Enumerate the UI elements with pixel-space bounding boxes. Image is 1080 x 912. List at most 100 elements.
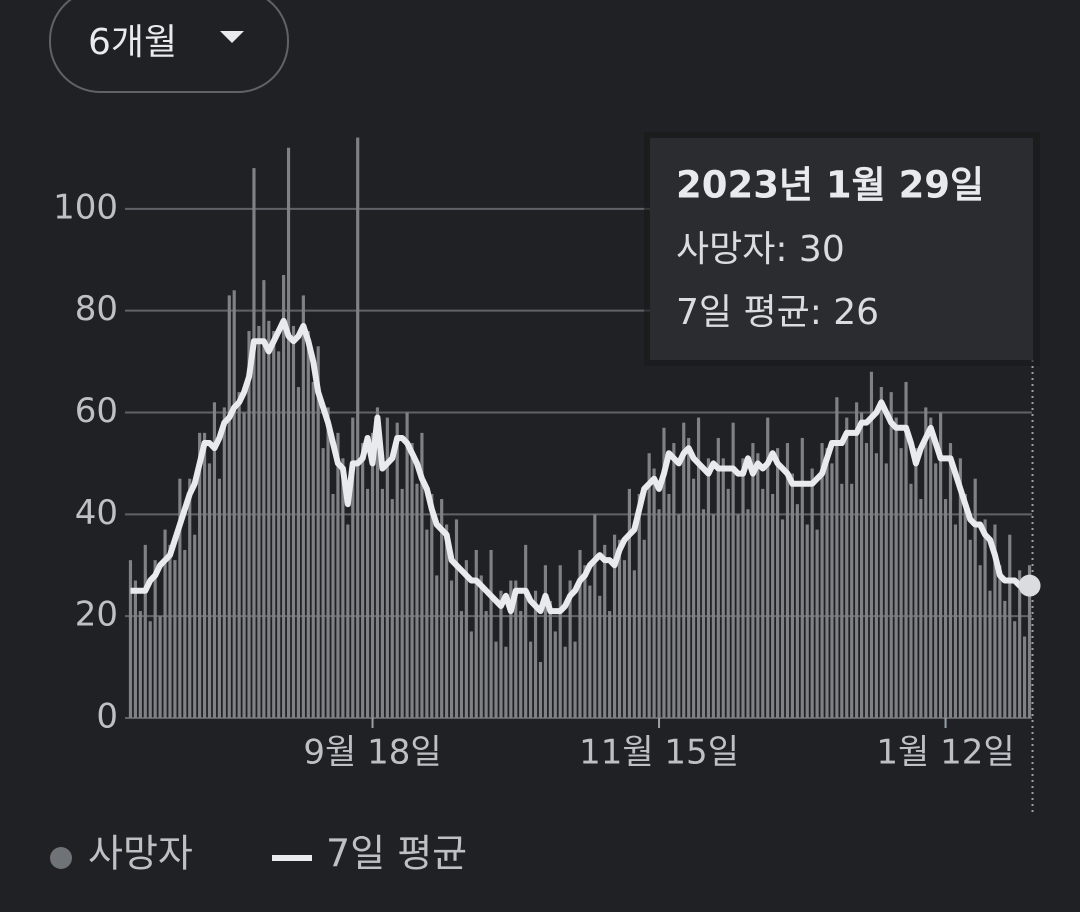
- tooltip-line: 사망자: 30: [676, 229, 845, 270]
- bar: [366, 488, 370, 718]
- bar: [277, 351, 281, 718]
- bar: [800, 437, 804, 718]
- bar: [198, 432, 202, 718]
- bar: [909, 483, 913, 718]
- bar: [173, 560, 177, 718]
- bar: [968, 539, 972, 718]
- legend-swatch: [50, 847, 72, 869]
- bar: [919, 499, 923, 718]
- bar: [958, 458, 962, 718]
- bar: [746, 509, 750, 718]
- bar: [815, 529, 819, 718]
- bar: [874, 453, 878, 718]
- bar: [247, 331, 251, 718]
- bar: [701, 509, 706, 718]
- bar: [731, 422, 735, 718]
- tooltip-title: 2023년 1월 29일: [676, 164, 984, 207]
- bar: [282, 275, 286, 718]
- bar: [128, 560, 133, 718]
- bar: [751, 443, 755, 718]
- bar: [677, 514, 681, 718]
- bar: [440, 499, 444, 718]
- bar: [143, 544, 147, 718]
- bar: [726, 488, 730, 718]
- bar: [889, 392, 893, 718]
- bar: [790, 473, 794, 718]
- x-tick-label: 1월 12일: [876, 733, 1014, 773]
- bar: [973, 478, 977, 718]
- y-tick-label: 40: [75, 493, 118, 533]
- bar: [291, 325, 296, 718]
- bar: [662, 427, 666, 718]
- period-dropdown[interactable]: 6개월: [49, 0, 289, 93]
- bar: [133, 580, 137, 718]
- bar: [934, 463, 938, 718]
- y-tick-label: 100: [53, 187, 118, 227]
- bar: [687, 437, 691, 718]
- tooltip-box: [650, 138, 1033, 360]
- bar: [869, 371, 874, 718]
- bar: [158, 616, 162, 718]
- bar: [494, 641, 498, 718]
- bar: [830, 463, 834, 718]
- bar: [953, 524, 958, 718]
- bar: [682, 422, 686, 718]
- bar: [454, 519, 459, 718]
- bar: [163, 529, 167, 718]
- bar: [410, 443, 414, 718]
- bar: [553, 631, 557, 718]
- bar: [603, 544, 607, 718]
- y-tick-label: 20: [75, 595, 118, 635]
- bar: [445, 524, 449, 718]
- bar: [924, 407, 928, 718]
- bar: [449, 580, 454, 718]
- bar: [301, 295, 305, 718]
- bar: [504, 646, 508, 718]
- bar: [795, 504, 799, 718]
- bar: [435, 575, 439, 718]
- bar: [692, 478, 696, 718]
- bar: [509, 580, 513, 718]
- bar: [879, 387, 883, 718]
- bar: [286, 147, 291, 718]
- bar: [721, 458, 725, 718]
- bar: [1008, 534, 1012, 718]
- bar: [153, 560, 157, 718]
- bar: [370, 432, 375, 718]
- bar: [400, 488, 404, 718]
- bar: [1018, 570, 1022, 718]
- bar: [706, 458, 711, 718]
- bar: [499, 590, 503, 718]
- bar: [1013, 621, 1017, 718]
- bar: [168, 544, 172, 718]
- bar: [785, 443, 790, 718]
- bar: [415, 483, 419, 718]
- dropdown-arrow[interactable]: [220, 31, 244, 43]
- bar: [608, 611, 612, 718]
- bar: [756, 453, 760, 718]
- bar: [489, 549, 493, 718]
- bar: [667, 493, 671, 718]
- bar: [948, 443, 953, 718]
- bar: [237, 392, 241, 718]
- bar: [771, 493, 775, 718]
- bar: [642, 539, 646, 718]
- bar: [178, 478, 182, 718]
- bar: [573, 641, 577, 718]
- bar: [696, 417, 701, 718]
- bar: [316, 346, 320, 718]
- bar: [361, 443, 365, 718]
- bar: [193, 534, 197, 718]
- bar: [776, 448, 780, 718]
- bar: [1023, 636, 1027, 718]
- bar: [558, 565, 562, 718]
- bar: [736, 514, 740, 718]
- dropdown-label[interactable]: 6개월: [88, 22, 177, 63]
- bar: [469, 631, 473, 718]
- dropdown-border[interactable]: [49, 0, 289, 93]
- bar: [267, 320, 271, 718]
- legend-swatch: [272, 855, 312, 861]
